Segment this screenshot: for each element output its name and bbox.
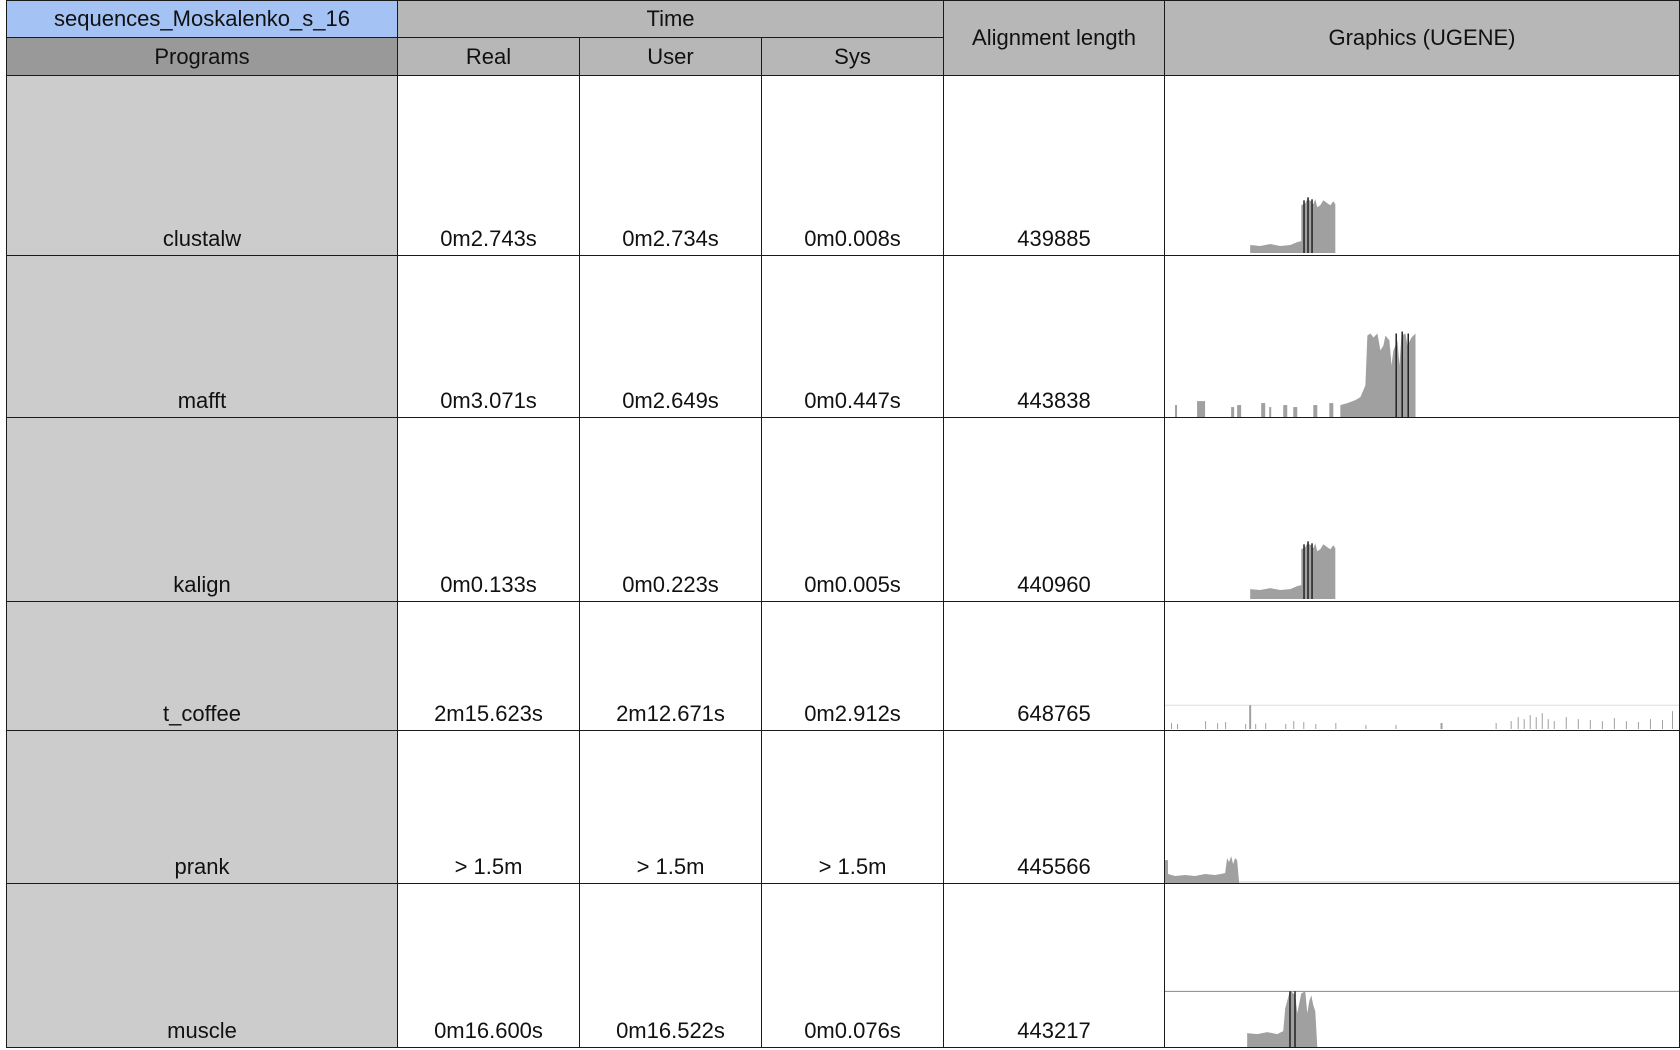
alignment-length-cell[interactable]: 439885 xyxy=(944,76,1165,256)
program-cell-kalign[interactable]: kalign xyxy=(6,418,398,602)
real-time-cell[interactable]: 0m16.600s xyxy=(398,884,580,1048)
sys-time-cell[interactable]: > 1.5m xyxy=(762,731,944,884)
graphics-cell-mafft[interactable] xyxy=(1165,256,1680,418)
user-time-cell[interactable]: 0m0.223s xyxy=(580,418,762,602)
real-time-cell[interactable]: > 1.5m xyxy=(398,731,580,884)
program-cell-t-coffee[interactable]: t_coffee xyxy=(6,602,398,731)
alignment-length-header[interactable]: Alignment length xyxy=(944,0,1165,76)
sys-time-header[interactable]: Sys xyxy=(762,38,944,76)
sys-time-cell[interactable]: 0m2.912s xyxy=(762,602,944,731)
alignment-length-cell[interactable]: 443217 xyxy=(944,884,1165,1048)
programs-header[interactable]: Programs xyxy=(6,38,398,76)
graphics-header[interactable]: Graphics (UGENE) xyxy=(1165,0,1680,76)
sys-time-cell[interactable]: 0m0.008s xyxy=(762,76,944,256)
program-cell-clustalw[interactable]: clustalw xyxy=(6,76,398,256)
alignment-length-cell[interactable]: 443838 xyxy=(944,256,1165,418)
real-time-header[interactable]: Real xyxy=(398,38,580,76)
results-table: sequences_Moskalenko_s_16 Time Alignment… xyxy=(6,0,1680,1050)
graphics-cell-t-coffee[interactable] xyxy=(1165,602,1680,731)
alignment-length-cell[interactable]: 445566 xyxy=(944,731,1165,884)
real-time-cell[interactable]: 0m3.071s xyxy=(398,256,580,418)
user-time-cell[interactable]: 0m2.649s xyxy=(580,256,762,418)
sys-time-cell[interactable]: 0m0.076s xyxy=(762,884,944,1048)
alignment-length-cell[interactable]: 648765 xyxy=(944,602,1165,731)
sys-time-cell[interactable]: 0m0.005s xyxy=(762,418,944,602)
user-time-cell[interactable]: 0m2.734s xyxy=(580,76,762,256)
program-cell-prank[interactable]: prank xyxy=(6,731,398,884)
alignment-length-cell[interactable]: 440960 xyxy=(944,418,1165,602)
user-time-header[interactable]: User xyxy=(580,38,762,76)
real-time-cell[interactable]: 0m0.133s xyxy=(398,418,580,602)
graphics-cell-muscle[interactable] xyxy=(1165,884,1680,1048)
alignment-profile-chart-icon xyxy=(1250,541,1336,600)
graphics-cell-clustalw[interactable] xyxy=(1165,76,1680,256)
alignment-profile-chart-icon xyxy=(1250,197,1336,254)
real-time-cell[interactable]: 2m15.623s xyxy=(398,602,580,731)
sheet-title-cell[interactable]: sequences_Moskalenko_s_16 xyxy=(6,0,398,38)
real-time-cell[interactable]: 0m2.743s xyxy=(398,76,580,256)
user-time-cell[interactable]: > 1.5m xyxy=(580,731,762,884)
graphics-cell-prank[interactable] xyxy=(1165,731,1680,884)
alignment-profile-chart-icon xyxy=(1165,990,1679,1047)
program-cell-muscle[interactable]: muscle xyxy=(6,884,398,1048)
time-group-header[interactable]: Time xyxy=(398,0,944,38)
sys-time-cell[interactable]: 0m0.447s xyxy=(762,256,944,418)
user-time-cell[interactable]: 2m12.671s xyxy=(580,602,762,731)
graphics-cell-kalign[interactable] xyxy=(1165,418,1680,602)
alignment-profile-chart-icon xyxy=(1175,331,1416,417)
alignment-profile-chart-icon xyxy=(1165,856,1679,883)
alignment-profile-chart-icon xyxy=(1165,704,1679,730)
program-cell-mafft[interactable]: mafft xyxy=(6,256,398,418)
user-time-cell[interactable]: 0m16.522s xyxy=(580,884,762,1048)
